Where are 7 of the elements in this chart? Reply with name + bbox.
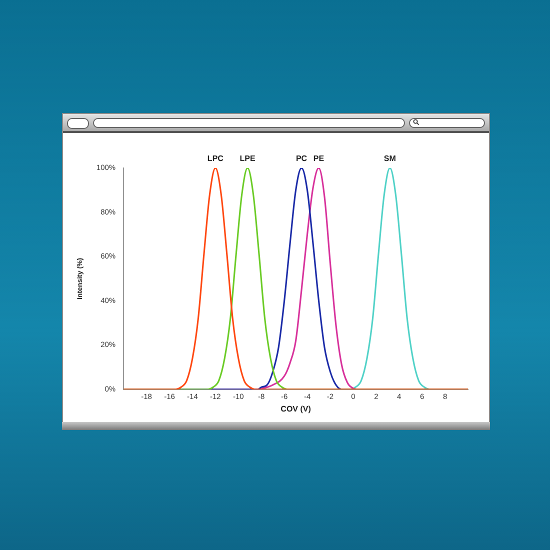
x-axis-title: COV (V) — [280, 404, 312, 414]
series-label: SM — [384, 154, 396, 164]
line-series — [124, 168, 468, 390]
series-label: LPC — [207, 154, 224, 164]
series-label: PC — [296, 154, 308, 164]
series-label: LPE — [240, 154, 256, 164]
series-label: PE — [313, 154, 325, 164]
